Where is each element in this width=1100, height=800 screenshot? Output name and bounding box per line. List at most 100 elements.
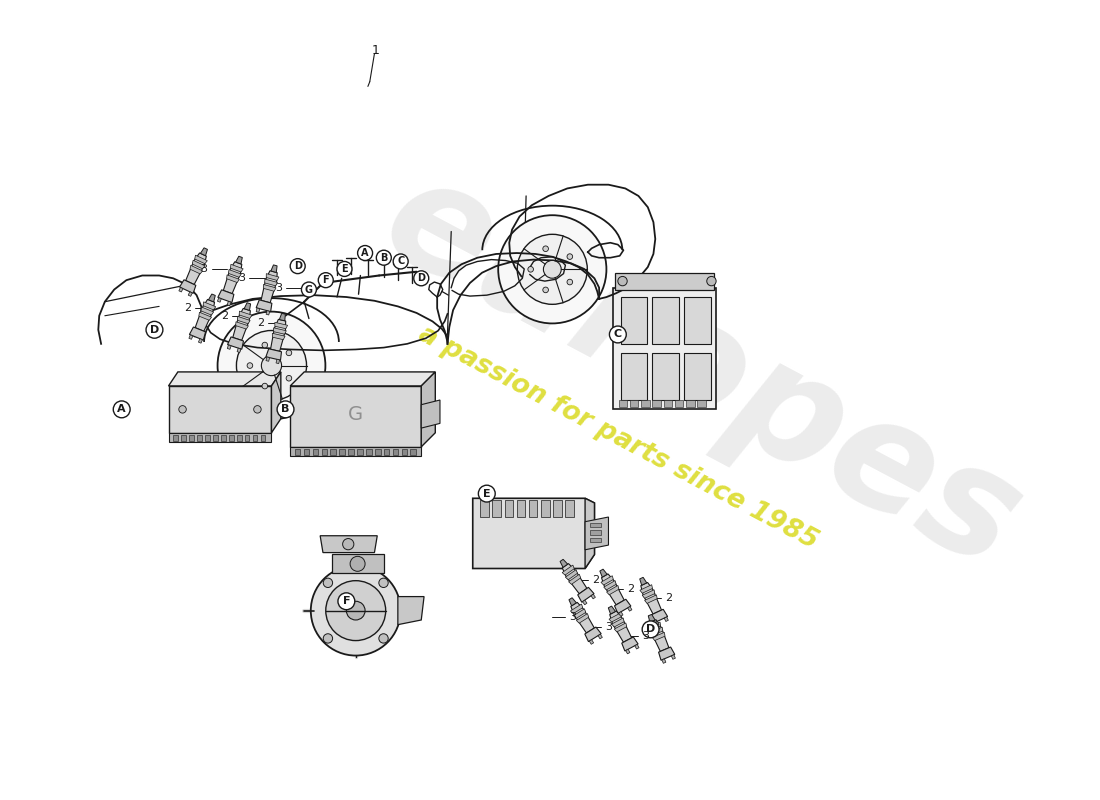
FancyBboxPatch shape xyxy=(615,273,714,290)
Polygon shape xyxy=(612,618,624,627)
Polygon shape xyxy=(229,270,241,278)
Polygon shape xyxy=(274,328,286,334)
FancyBboxPatch shape xyxy=(675,400,683,407)
Text: 2: 2 xyxy=(221,310,228,321)
Text: 2: 2 xyxy=(664,594,672,603)
Polygon shape xyxy=(218,298,221,302)
Polygon shape xyxy=(200,248,208,256)
Polygon shape xyxy=(609,611,631,642)
Text: B: B xyxy=(282,404,289,414)
Polygon shape xyxy=(626,650,630,654)
Polygon shape xyxy=(244,302,251,310)
FancyBboxPatch shape xyxy=(349,449,354,455)
FancyBboxPatch shape xyxy=(652,297,679,344)
Polygon shape xyxy=(398,597,425,625)
Polygon shape xyxy=(649,620,669,651)
Polygon shape xyxy=(641,582,661,614)
Polygon shape xyxy=(640,578,647,586)
Circle shape xyxy=(218,312,326,419)
Polygon shape xyxy=(276,359,279,363)
Circle shape xyxy=(146,322,163,338)
FancyBboxPatch shape xyxy=(620,297,647,344)
FancyBboxPatch shape xyxy=(236,434,242,441)
Polygon shape xyxy=(573,609,585,618)
Text: europes: europes xyxy=(360,142,1045,602)
Circle shape xyxy=(301,282,317,297)
Polygon shape xyxy=(238,348,241,353)
Text: 3: 3 xyxy=(605,622,612,631)
Polygon shape xyxy=(186,253,207,285)
FancyBboxPatch shape xyxy=(295,449,300,455)
Polygon shape xyxy=(233,308,251,340)
FancyBboxPatch shape xyxy=(261,434,265,441)
Polygon shape xyxy=(272,372,280,433)
Text: E: E xyxy=(483,489,491,498)
Circle shape xyxy=(318,273,333,288)
FancyBboxPatch shape xyxy=(410,449,416,455)
FancyBboxPatch shape xyxy=(641,400,650,407)
FancyBboxPatch shape xyxy=(339,449,345,455)
FancyBboxPatch shape xyxy=(253,434,257,441)
FancyBboxPatch shape xyxy=(590,522,601,527)
Polygon shape xyxy=(650,627,663,635)
Polygon shape xyxy=(608,606,616,614)
Text: B: B xyxy=(381,253,387,262)
Polygon shape xyxy=(209,294,216,302)
FancyBboxPatch shape xyxy=(245,434,250,441)
Polygon shape xyxy=(602,574,624,605)
FancyBboxPatch shape xyxy=(684,353,711,400)
Polygon shape xyxy=(585,627,602,642)
Circle shape xyxy=(326,581,386,641)
Polygon shape xyxy=(645,595,657,603)
Circle shape xyxy=(323,578,332,587)
Polygon shape xyxy=(189,335,192,339)
Polygon shape xyxy=(598,634,603,639)
Circle shape xyxy=(113,401,130,418)
Text: 1: 1 xyxy=(372,44,379,58)
FancyBboxPatch shape xyxy=(213,434,218,441)
Polygon shape xyxy=(606,586,619,594)
Polygon shape xyxy=(266,357,270,362)
FancyBboxPatch shape xyxy=(652,353,679,400)
Polygon shape xyxy=(195,299,214,331)
Polygon shape xyxy=(662,658,665,663)
Text: G: G xyxy=(305,285,312,294)
Polygon shape xyxy=(601,576,614,585)
Circle shape xyxy=(179,406,186,413)
Polygon shape xyxy=(320,536,377,553)
Polygon shape xyxy=(583,600,587,605)
Polygon shape xyxy=(648,614,656,622)
Polygon shape xyxy=(235,322,249,329)
Polygon shape xyxy=(565,570,578,580)
FancyBboxPatch shape xyxy=(205,434,210,441)
Circle shape xyxy=(358,246,373,261)
FancyBboxPatch shape xyxy=(366,449,372,455)
Polygon shape xyxy=(179,280,196,294)
Polygon shape xyxy=(231,264,243,272)
Text: 2: 2 xyxy=(592,574,598,585)
Circle shape xyxy=(376,250,392,265)
Circle shape xyxy=(286,350,292,356)
Polygon shape xyxy=(265,279,277,286)
Text: G: G xyxy=(349,405,363,423)
Polygon shape xyxy=(189,327,206,340)
Circle shape xyxy=(542,287,549,293)
Polygon shape xyxy=(263,285,276,291)
Polygon shape xyxy=(614,623,627,632)
Polygon shape xyxy=(195,255,207,264)
Polygon shape xyxy=(190,266,202,274)
Polygon shape xyxy=(615,599,631,614)
Circle shape xyxy=(350,556,365,571)
Polygon shape xyxy=(648,622,661,630)
Polygon shape xyxy=(576,614,588,623)
FancyBboxPatch shape xyxy=(402,449,407,455)
Polygon shape xyxy=(591,594,595,599)
FancyBboxPatch shape xyxy=(565,500,574,517)
Text: C: C xyxy=(397,257,405,266)
Circle shape xyxy=(236,330,307,401)
FancyBboxPatch shape xyxy=(652,400,661,407)
FancyBboxPatch shape xyxy=(684,297,711,344)
Polygon shape xyxy=(228,345,231,350)
Polygon shape xyxy=(651,610,668,623)
Polygon shape xyxy=(571,602,594,633)
